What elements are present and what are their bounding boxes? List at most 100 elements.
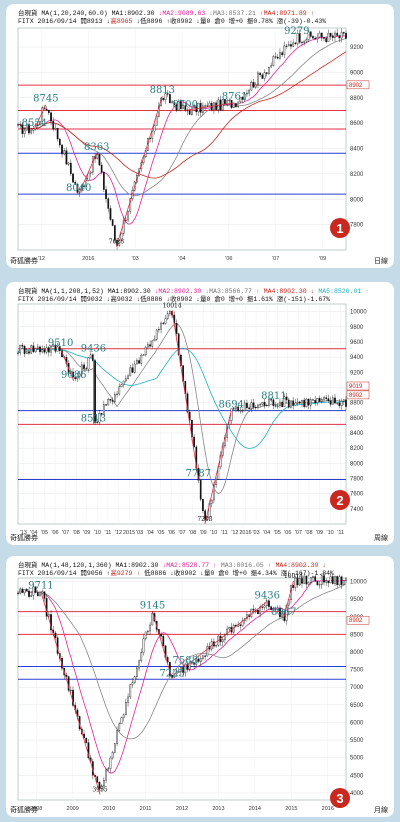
candle-body — [19, 344, 22, 354]
candle-body — [259, 403, 262, 406]
candle-body — [257, 610, 259, 614]
candle-body — [85, 180, 88, 187]
x-tick-label: 2014 — [249, 806, 261, 812]
y-tick-label: 9200 — [350, 370, 364, 376]
candle-body — [263, 402, 266, 406]
candle-body — [294, 402, 297, 406]
candle-body — [131, 682, 134, 685]
candle-body — [316, 36, 319, 40]
candle-body — [331, 397, 334, 405]
price-annotation: 7787 — [186, 468, 211, 479]
candle-body — [237, 101, 239, 107]
x-tick-label: 2010 — [103, 806, 115, 812]
candle-body — [274, 608, 277, 610]
candle-body — [180, 667, 182, 672]
candle-body — [162, 322, 165, 324]
candle-body — [268, 399, 270, 406]
candle-body — [50, 614, 52, 631]
chart-number-badge: 3 — [330, 788, 350, 808]
chart-canvas: 7400760078008000820084008600880090009200… — [10, 303, 388, 542]
price-annotation: 7225 — [159, 668, 184, 679]
candle-body — [290, 400, 292, 408]
candle-body — [318, 584, 321, 586]
candle-body — [195, 658, 198, 665]
candle-body — [87, 357, 90, 370]
candle-body — [265, 600, 268, 607]
trend-line — [204, 410, 232, 524]
candle-body — [142, 638, 145, 653]
candle-body — [338, 402, 341, 406]
candle-body — [114, 394, 116, 402]
candle-body — [118, 240, 121, 246]
y-tick-label: 7800 — [350, 223, 364, 229]
x-tick-label: '08 — [73, 530, 80, 536]
candle-body — [175, 671, 178, 675]
candle-body — [261, 402, 264, 405]
y-tick-label: 4000 — [350, 791, 364, 797]
candle-body — [169, 94, 171, 104]
candle-body — [83, 364, 85, 369]
candle-body — [334, 397, 336, 404]
candle-body — [69, 162, 72, 174]
candle-body — [318, 32, 321, 38]
candle-body — [138, 660, 140, 669]
candle-body — [191, 106, 193, 115]
candle-body — [21, 124, 24, 134]
candle-body — [102, 779, 105, 787]
candle-body — [32, 345, 35, 352]
candle-body — [329, 400, 332, 405]
candle-body — [109, 757, 112, 769]
candle-body — [340, 32, 343, 39]
candle-body — [19, 124, 22, 126]
header-segment: ↓MA2:9089.63 — [154, 10, 206, 17]
candle-body — [76, 184, 79, 193]
candle-body — [215, 645, 217, 647]
price-annotation: 8811 — [261, 391, 286, 402]
y-tick-label: 5500 — [350, 738, 364, 744]
candle-body — [276, 405, 279, 407]
candle-body — [340, 576, 343, 585]
x-tick-label: '10 — [327, 530, 334, 536]
y-tick-label: 10000 — [350, 580, 367, 586]
candle-body — [204, 510, 206, 520]
candle-body — [125, 701, 127, 716]
y-tick-label: 8200 — [350, 172, 364, 178]
candle-body — [17, 352, 19, 354]
candle-body — [287, 44, 290, 47]
chart-number-badge: 2 — [330, 490, 350, 510]
candle-body — [325, 397, 328, 399]
candle-body — [125, 219, 127, 221]
quote-header: FITX 2016/09/14 開9056 ↑高9279 ↑ 低8886 ↓收8… — [18, 570, 334, 578]
header-segment: 台現貨 MA(1,20,240,60.0) MA1:8902.30 — [18, 10, 155, 17]
candle-body — [318, 397, 321, 402]
candle-body — [78, 373, 81, 377]
candle-body — [327, 398, 330, 401]
candle-body — [120, 233, 123, 241]
candle-body — [340, 401, 343, 406]
y-tick-label: 7500 — [350, 668, 364, 674]
x-tick-label: '03 — [132, 256, 139, 262]
candle-body — [83, 185, 85, 187]
candle-body — [338, 576, 341, 586]
candle-body — [102, 171, 105, 190]
candle-body — [303, 40, 306, 43]
candle-body — [323, 575, 325, 583]
price-annotation: 3955 — [92, 787, 107, 794]
candle-body — [17, 593, 19, 595]
candle-body — [180, 101, 182, 109]
candle-body — [100, 785, 103, 789]
candle-body — [208, 102, 211, 106]
x-tick-label: '08 — [189, 530, 196, 536]
header-segment: ↓MA3:8566.77 ↑ — [201, 288, 260, 295]
candle-body — [85, 737, 88, 743]
candle-body — [30, 595, 33, 597]
candle-body — [52, 121, 55, 130]
candle-body — [342, 580, 345, 585]
candle-body — [36, 592, 39, 597]
moving-average-line — [17, 583, 347, 740]
candle-body — [239, 97, 242, 103]
candle-body — [72, 173, 74, 183]
candle-body — [232, 103, 235, 108]
candle-body — [261, 606, 264, 608]
candle-body — [230, 100, 233, 108]
